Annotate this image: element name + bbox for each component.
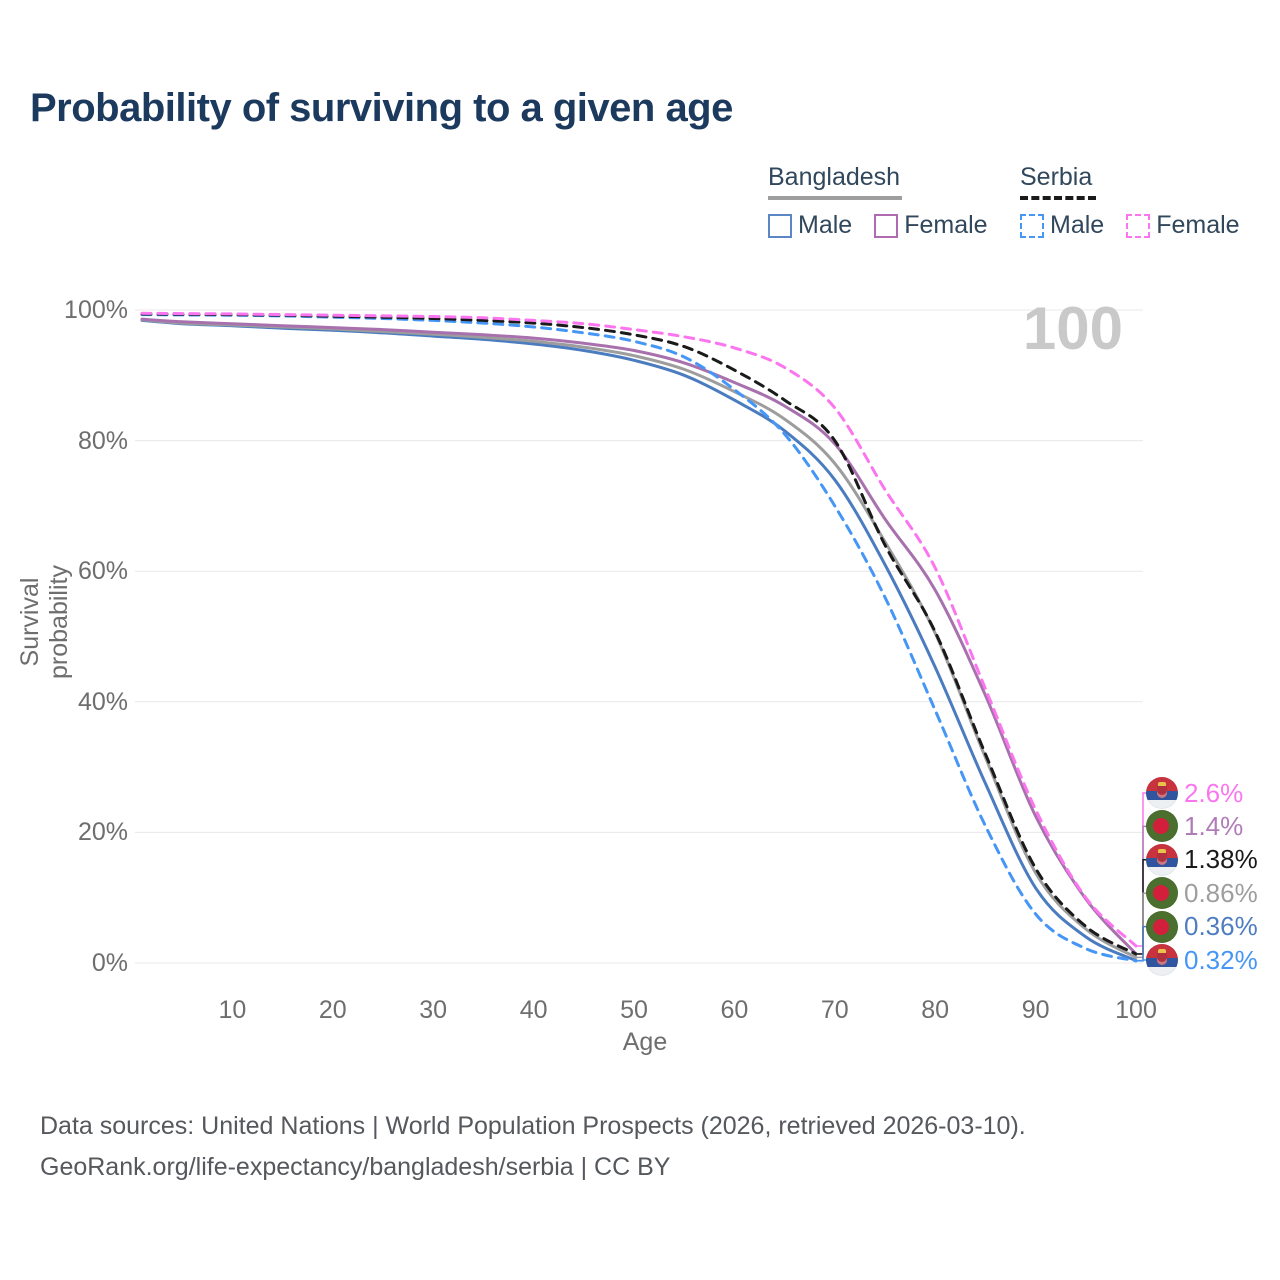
x-tick-30: 30	[419, 996, 448, 1024]
legend-item-bangladesh-female[interactable]: Female	[874, 211, 988, 240]
legend-item-serbia-female[interactable]: Female	[1126, 211, 1240, 240]
footer: Data sources: United Nations | World Pop…	[40, 1106, 1026, 1188]
y-tick-80%: 80%	[77, 426, 128, 455]
end-label-serbia-total[interactable]: 1.38%	[1146, 843, 1258, 877]
footer-link: GeoRank.org/life-expectancy/bangladesh/s…	[40, 1153, 671, 1181]
connector-serbia-male	[1136, 959, 1147, 962]
page-title: Probability of surviving to a given age	[30, 86, 733, 130]
end-label-value: 0.36%	[1184, 911, 1258, 942]
legend-swatch-icon	[1126, 213, 1151, 238]
legend-item-bangladesh-male[interactable]: Male	[768, 211, 852, 240]
x-tick-40: 40	[519, 996, 548, 1024]
footer-sources: Data sources: United Nations | World Pop…	[40, 1112, 1026, 1140]
end-label-serbia-male[interactable]: 0.32%	[1146, 943, 1258, 977]
y-tick-100%: 100%	[64, 296, 128, 324]
x-tick-80: 80	[921, 996, 950, 1024]
end-label-value: 0.32%	[1184, 944, 1258, 975]
x-tick-20: 20	[318, 996, 347, 1024]
end-label-value: 1.38%	[1184, 844, 1258, 875]
serbia-flag-icon	[1146, 777, 1178, 809]
end-label-value: 0.86%	[1184, 877, 1258, 908]
legend-item-label: Female	[904, 211, 988, 239]
y-tick-20%: 20%	[77, 818, 128, 847]
legend-underline-dashed	[1020, 196, 1096, 200]
legend-item-label: Male	[798, 211, 853, 239]
legend-item-label: Male	[1050, 211, 1105, 239]
legend-underline-solid	[768, 196, 902, 200]
end-label-bangladesh-male[interactable]: 0.36%	[1146, 910, 1258, 944]
curve-bangladesh-female[interactable]	[140, 317, 1138, 956]
legend-item-label: Female	[1156, 211, 1240, 239]
legend-country-serbia[interactable]: Serbia	[1020, 163, 1093, 191]
y-tick-0%: 0%	[91, 949, 128, 977]
x-axis-title: Age	[622, 1028, 668, 1056]
x-tick-70: 70	[820, 996, 849, 1024]
y-tick-40%: 40%	[77, 687, 128, 716]
curve-bangladesh-total[interactable]	[140, 318, 1138, 959]
bangladesh-flag-icon	[1146, 810, 1178, 843]
legend-swatch-icon	[1020, 213, 1044, 238]
curve-serbia-male[interactable]	[140, 313, 1138, 963]
legend-items-serbia: Male Female	[1020, 211, 1262, 240]
bangladesh-flag-icon	[1146, 910, 1178, 943]
end-label-bangladesh-female[interactable]: 1.4%	[1146, 809, 1243, 843]
legend-swatch-icon	[874, 213, 899, 238]
legend-items-bangladesh: Male Female	[768, 211, 1010, 240]
x-tick-90: 90	[1021, 996, 1050, 1024]
serbia-flag-icon	[1146, 944, 1178, 976]
curve-bangladesh-male[interactable]	[140, 318, 1138, 963]
x-tick-10: 10	[218, 996, 247, 1024]
curve-serbia-total[interactable]	[140, 312, 1138, 956]
end-label-serbia-female[interactable]: 2.6%	[1146, 776, 1243, 810]
legend-country-bangladesh[interactable]: Bangladesh	[768, 163, 901, 191]
legend-group-serbia[interactable]: Serbia Male Female	[1020, 163, 1262, 240]
curve-serbia-female[interactable]	[140, 311, 1138, 948]
end-label-bangladesh-total[interactable]: 0.86%	[1146, 876, 1258, 910]
end-label-value: 1.4%	[1184, 810, 1244, 841]
bangladesh-flag-icon	[1146, 877, 1178, 910]
legend-item-serbia-male[interactable]: Male	[1020, 211, 1104, 240]
y-tick-60%: 60%	[77, 557, 128, 586]
connector-bangladesh-total	[1136, 892, 1147, 959]
x-tick-100: 100	[1115, 996, 1157, 1024]
serbia-flag-icon	[1146, 843, 1178, 876]
legend-group-bangladesh[interactable]: Bangladesh Male Female	[768, 163, 1010, 240]
age-watermark: 100	[1022, 295, 1123, 362]
x-tick-50: 50	[620, 996, 648, 1024]
legend-swatch-icon	[768, 213, 792, 238]
end-label-value: 2.6%	[1184, 777, 1244, 808]
x-tick-60: 60	[720, 996, 749, 1024]
